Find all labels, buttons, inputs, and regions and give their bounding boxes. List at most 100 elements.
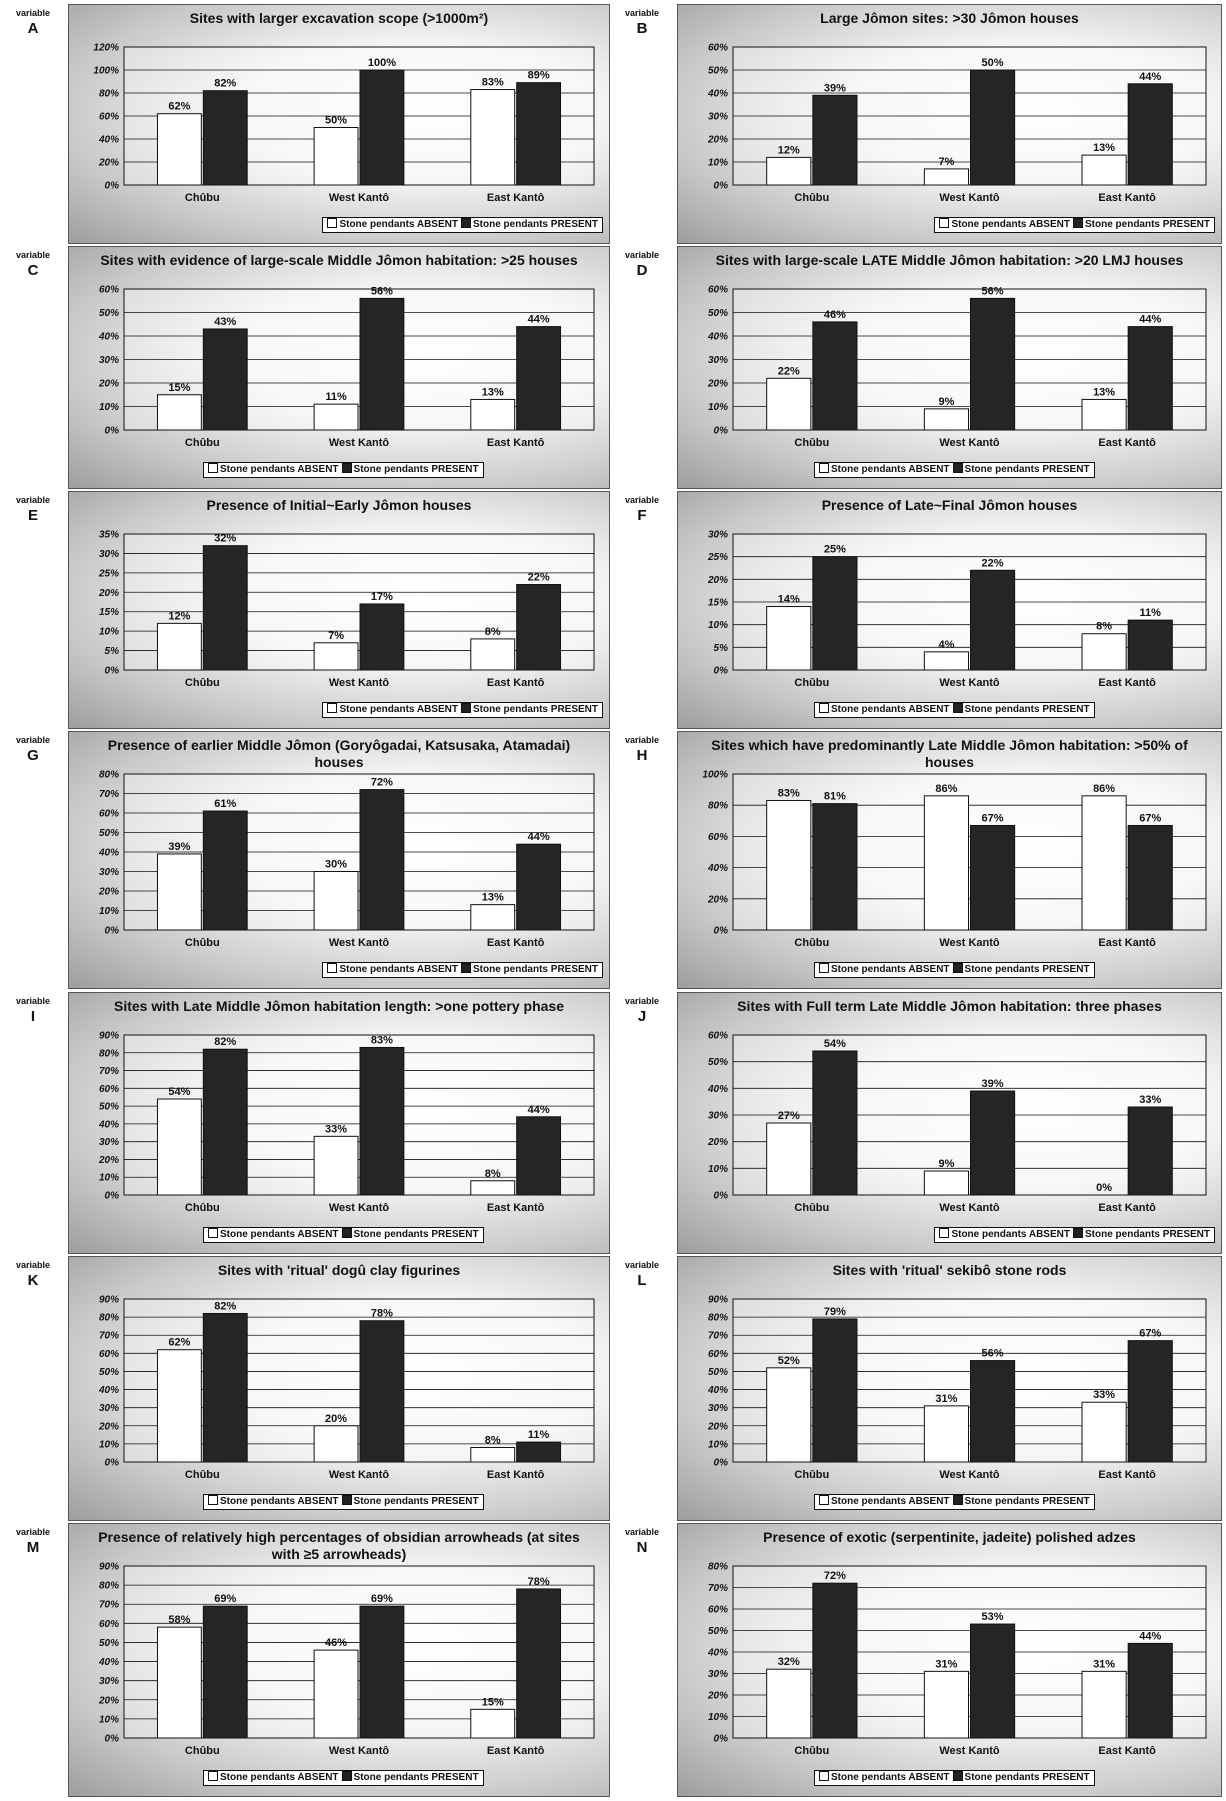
data-label: 7%: [938, 156, 954, 168]
y-tick-label: 30%: [708, 1111, 728, 1122]
data-label: 56%: [982, 285, 1004, 297]
category-label: West Kantô: [329, 1745, 390, 1757]
bar-present: [970, 297, 1016, 431]
bar-absent: [923, 1670, 969, 1739]
y-tick-label: 50%: [708, 1057, 728, 1068]
data-label: 61%: [214, 798, 236, 810]
y-tick-label: 50%: [99, 1638, 119, 1649]
variable-letter: D: [636, 262, 648, 279]
y-tick-label: 50%: [708, 1367, 728, 1378]
legend-label-absent: Stone pendants ABSENT: [831, 704, 950, 715]
bar-absent: [1081, 398, 1127, 431]
chart-legend: Stone pendants ABSENT Stone pendants PRES…: [203, 1494, 484, 1510]
bar-absent: [470, 904, 516, 931]
chart-title: Presence of Initial~Early Jômon houses: [206, 497, 472, 513]
plot-area: [123, 1034, 595, 1196]
data-label: 69%: [371, 1593, 393, 1605]
bar-absent: [313, 871, 359, 931]
y-tick-label: 40%: [98, 332, 119, 343]
y-tick-label: 0%: [714, 1191, 729, 1202]
bar-absent: [156, 1349, 202, 1463]
y-tick-label: 90%: [708, 1295, 728, 1306]
legend-label-absent: Stone pendants ABSENT: [220, 1496, 339, 1507]
bar-present: [359, 1320, 405, 1463]
y-tick-label: 10%: [708, 1164, 728, 1175]
data-label: 4%: [938, 639, 954, 651]
y-tick-label: 0%: [105, 181, 120, 192]
data-label: 44%: [528, 1104, 550, 1116]
bar-present: [516, 584, 562, 671]
category-label: East Kantô: [487, 677, 545, 689]
bar-present: [202, 1312, 248, 1463]
chart-legend: Stone pendants ABSENT Stone pendants PRES…: [203, 1770, 484, 1786]
bar-absent: [313, 1135, 359, 1196]
y-tick-label: 0%: [105, 1734, 120, 1745]
chart-panel-e: Presence of Initial~Early Jômon houses 0%…: [68, 491, 610, 729]
data-label: 50%: [982, 57, 1004, 69]
y-tick-label: 10%: [99, 1714, 119, 1725]
bar-absent: [156, 622, 202, 671]
variable-word: variable: [15, 1527, 51, 1537]
variable-letter: A: [27, 20, 39, 37]
y-tick-label: 70%: [708, 1583, 728, 1594]
bar-absent: [313, 642, 359, 671]
data-label: 81%: [824, 791, 846, 803]
y-tick-label: 30%: [99, 1403, 119, 1414]
bar-absent: [470, 1180, 516, 1196]
category-label: Chûbu: [185, 677, 220, 689]
variable-label: variable C: [8, 250, 58, 279]
legend-label-present: Stone pendants PRESENT: [964, 704, 1090, 715]
bar-present: [1127, 1340, 1173, 1463]
legend-label-absent: Stone pendants ABSENT: [831, 1772, 950, 1783]
bar-present: [1127, 326, 1173, 431]
y-tick-label: 80%: [708, 1313, 728, 1324]
chart-title: Sites with Full term Late Middle Jômon h…: [737, 998, 1162, 1014]
bar-chart-svg: 0% 20% 40% 60% 80% 100% 83% 81% Chûbu 86% 67% West …: [702, 770, 1207, 949]
data-label: 54%: [824, 1038, 846, 1050]
data-label: 32%: [214, 533, 236, 545]
bar-present: [516, 1441, 562, 1463]
category-label: East Kantô: [1098, 1745, 1156, 1757]
y-tick-label: 40%: [98, 1657, 119, 1668]
y-tick-label: 50%: [99, 1102, 119, 1113]
variable-label: variable H: [617, 735, 667, 764]
data-label: 83%: [371, 1034, 393, 1046]
y-tick-label: 5%: [714, 643, 729, 654]
variable-label: variable A: [8, 8, 58, 37]
y-tick-label: 60%: [99, 1084, 119, 1095]
chart-panel-j: Sites with Full term Late Middle Jômon h…: [677, 992, 1222, 1254]
data-label: 43%: [214, 316, 236, 328]
legend-swatch-absent: [327, 218, 338, 228]
y-tick-label: 70%: [708, 1331, 728, 1342]
bar-chart-svg: 0% 5% 10% 15% 20% 25% 30% 14% 25% Chûbu 4% 22% West …: [707, 530, 1207, 689]
variable-word: variable: [15, 8, 51, 18]
y-tick-label: 0%: [714, 426, 729, 437]
y-tick-label: 0%: [714, 181, 729, 192]
data-label: 11%: [1140, 607, 1162, 619]
y-tick-label: 100%: [702, 770, 728, 781]
legend-swatch-present: [341, 1771, 352, 1781]
data-label: 58%: [168, 1614, 190, 1626]
y-tick-label: 10%: [99, 402, 119, 413]
legend-swatch-absent: [327, 703, 338, 713]
bar-absent: [156, 113, 202, 186]
bar-present: [812, 803, 858, 931]
y-tick-label: 60%: [99, 1619, 119, 1630]
data-label: 89%: [528, 70, 550, 82]
y-tick-label: 20%: [98, 887, 119, 898]
data-label: 83%: [482, 77, 504, 89]
bar-chart-svg: 0% 10% 20% 30% 40% 50% 60% 15% 43% Chûbu 11% 56% Wes…: [98, 285, 595, 449]
chart-legend: Stone pendants ABSENT Stone pendants PRES…: [814, 1494, 1095, 1510]
variable-label: variable J: [617, 996, 667, 1025]
category-label: Chûbu: [794, 677, 829, 689]
bar-absent: [923, 168, 969, 186]
bar-absent: [923, 651, 969, 671]
legend-swatch-absent: [819, 963, 829, 973]
y-tick-label: 90%: [99, 1031, 119, 1042]
variable-letter: E: [27, 507, 38, 524]
legend-label-present: Stone pendants PRESENT: [472, 964, 598, 975]
y-tick-label: 35%: [99, 530, 119, 541]
y-tick-label: 0%: [714, 1458, 729, 1469]
data-label: 44%: [1139, 71, 1161, 83]
bar-absent: [313, 127, 359, 186]
